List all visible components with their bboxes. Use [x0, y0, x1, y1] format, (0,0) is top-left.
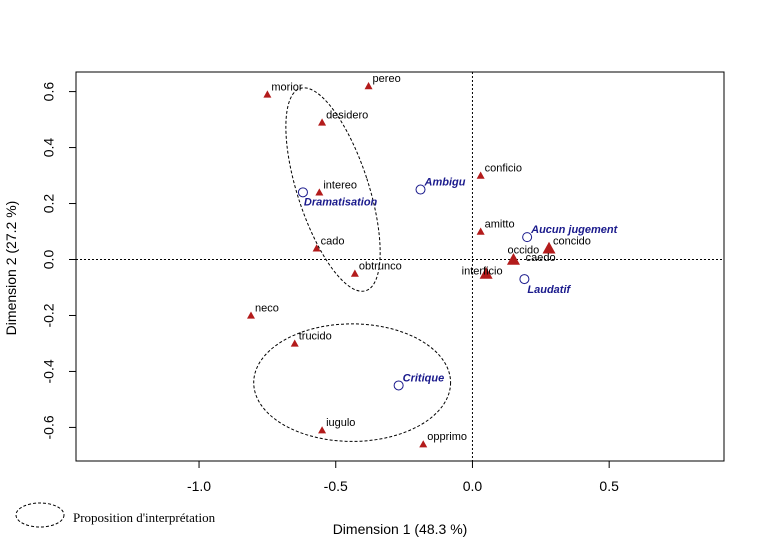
category-marker — [297, 187, 308, 198]
point-marker — [290, 339, 299, 347]
point-marker — [318, 118, 327, 126]
point-label: morior — [271, 81, 303, 93]
x-tick-label: 0.0 — [463, 478, 483, 494]
point-label: amitto — [485, 219, 515, 231]
point-label: intereo — [323, 179, 357, 191]
category-label: Aucun jugement — [530, 224, 619, 236]
point-marker — [315, 188, 324, 196]
x-axis-title: Dimension 1 (48.3 %) — [333, 521, 468, 537]
point-label: neco — [255, 302, 279, 314]
point-marker — [479, 266, 493, 279]
point-marker — [476, 171, 485, 179]
point-marker — [419, 440, 428, 448]
point-label: iugulo — [326, 417, 355, 429]
category-marker — [522, 232, 533, 243]
category-label: Ambigu — [424, 177, 466, 189]
category-marker — [415, 184, 426, 195]
y-tick-label: 0.2 — [41, 194, 57, 214]
point-marker — [506, 253, 520, 265]
y-tick-label: 0.6 — [41, 82, 57, 102]
point-marker — [350, 269, 359, 277]
y-tick-label: -0.2 — [41, 303, 57, 327]
category-marker — [519, 274, 530, 285]
plot-layer: -1.0 -0.5 0.0 0.5 -0.6 -0.4 -0.2 0.0 0.2 0.4 0.6 pe… — [41, 71, 725, 494]
interpretation-ellipse — [285, 87, 381, 292]
interpretation-ellipse — [253, 323, 452, 442]
point-marker — [542, 241, 556, 254]
category-label: Laudatif — [527, 284, 571, 296]
x-tick-label: 0.5 — [599, 478, 619, 494]
category-marker — [393, 380, 404, 391]
category-label: Critique — [403, 372, 445, 384]
category-label: Dramatisation — [304, 196, 378, 208]
legend-ellipse-symbol — [15, 502, 65, 528]
x-tick-label: -1.0 — [187, 478, 211, 494]
point-label: cado — [321, 235, 345, 247]
point-label: concido — [553, 235, 591, 247]
point-marker — [263, 90, 272, 98]
point-label: trucido — [299, 330, 332, 342]
point-label: pereo — [373, 73, 401, 85]
point-label: occido — [507, 245, 539, 257]
point-label: desidero — [326, 109, 368, 121]
point-marker — [476, 227, 485, 235]
point-label: obtrunco — [359, 260, 402, 272]
point-label: conficio — [485, 163, 522, 175]
legend: Proposition d'interprétation — [15, 502, 216, 528]
y-tick-label: 0.4 — [41, 138, 57, 158]
y-tick-label: -0.4 — [41, 359, 57, 383]
point-label: caedo — [526, 252, 556, 264]
x-tick-label: -0.5 — [324, 478, 348, 494]
plot-frame — [75, 71, 725, 462]
point-marker — [364, 81, 373, 90]
point-marker — [318, 426, 327, 434]
legend-label: Proposition d'interprétation — [73, 510, 216, 525]
point-label: interficio — [462, 265, 503, 277]
point-marker — [312, 244, 321, 252]
y-axis-title: Dimension 2 (27.2 %) — [3, 201, 19, 336]
y-tick-label: 0.0 — [41, 250, 57, 270]
y-tick-label: -0.6 — [41, 415, 57, 439]
point-marker — [246, 311, 255, 319]
point-label: opprimo — [427, 431, 467, 443]
